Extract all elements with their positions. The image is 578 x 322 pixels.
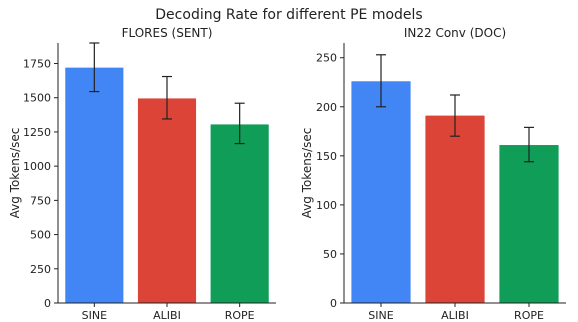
figure-title: Decoding Rate for different PE models bbox=[155, 7, 422, 23]
x-tick-label: SINE bbox=[368, 309, 393, 322]
y-tick-label: 750 bbox=[30, 194, 51, 207]
y-tick-label: 500 bbox=[30, 229, 51, 242]
x-tick-label: ALIBI bbox=[153, 309, 181, 322]
bar-sine bbox=[351, 81, 411, 303]
x-tick-label: ROPE bbox=[225, 309, 255, 322]
y-tick-label: 100 bbox=[316, 199, 337, 212]
y-tick-label: 1500 bbox=[23, 92, 51, 105]
y-tick-label: 50 bbox=[323, 248, 337, 261]
y-tick-label: 250 bbox=[30, 263, 51, 276]
y-axis-label: Avg Tokens/sec bbox=[8, 128, 22, 219]
y-tick-label: 150 bbox=[316, 150, 337, 163]
y-tick-label: 1750 bbox=[23, 58, 51, 71]
bar-alibi bbox=[425, 115, 485, 303]
chart-title: IN22 Conv (DOC) bbox=[404, 26, 506, 40]
y-tick-label: 1000 bbox=[23, 160, 51, 173]
x-tick-label: SINE bbox=[82, 309, 107, 322]
chart-panel-2: IN22 Conv (DOC) Avg Tokens/sec SINE ALIBI RO… bbox=[300, 26, 566, 322]
y-axis-label: Avg Tokens/sec bbox=[300, 128, 314, 219]
y-tick-label: 0 bbox=[330, 297, 337, 310]
x-tick-label: ALIBI bbox=[441, 309, 469, 322]
bar-rope bbox=[499, 145, 559, 303]
chart-title: FLORES (SENT) bbox=[122, 26, 213, 40]
x-tick-label: ROPE bbox=[514, 309, 544, 322]
chart-panel-1: FLORES (SENT) Avg Tokens/sec SINE ALIBI ROPE… bbox=[8, 26, 276, 322]
bar-alibi bbox=[137, 98, 197, 303]
bar-rope bbox=[210, 124, 269, 303]
y-tick-label: 200 bbox=[316, 101, 337, 114]
y-tick-label: 1250 bbox=[23, 126, 51, 139]
bar-sine bbox=[65, 67, 124, 303]
y-tick-label: 250 bbox=[316, 52, 337, 65]
y-tick-label: 0 bbox=[44, 297, 51, 310]
